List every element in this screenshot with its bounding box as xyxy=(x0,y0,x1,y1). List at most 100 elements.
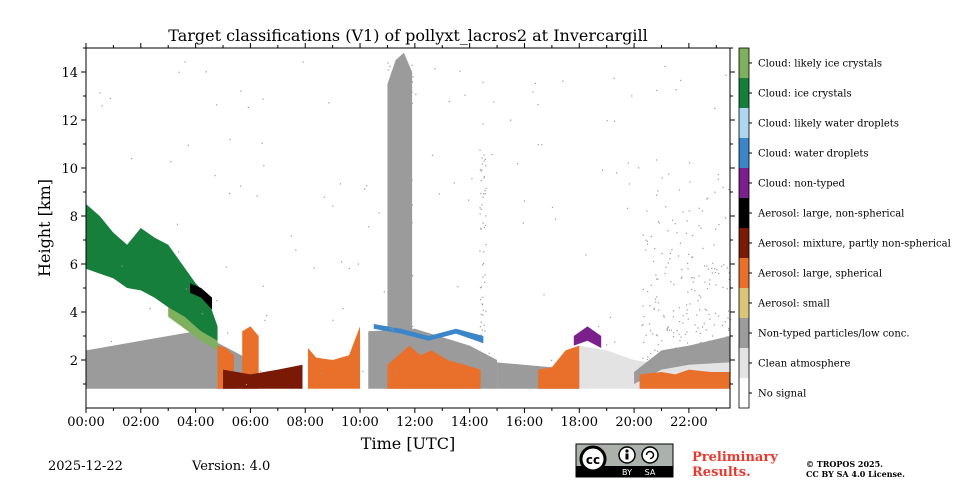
speckle xyxy=(650,352,652,355)
speckle xyxy=(650,235,652,238)
speckle xyxy=(177,251,180,253)
speckle xyxy=(302,61,304,63)
y-tick-label: 6 xyxy=(70,258,78,273)
speckle xyxy=(404,164,406,166)
footer-version: Version: 4.0 xyxy=(191,459,270,474)
speckle xyxy=(722,186,724,189)
speckle xyxy=(396,144,398,147)
speckle xyxy=(399,293,401,296)
speckle xyxy=(554,218,557,220)
speckle xyxy=(392,159,394,162)
speckle xyxy=(667,230,669,232)
speckle xyxy=(664,272,666,275)
speckle xyxy=(654,298,657,300)
speckle xyxy=(404,213,406,215)
speckle xyxy=(342,307,344,310)
x-tick-label: 12:00 xyxy=(396,415,433,430)
speckle xyxy=(485,187,487,189)
speckle xyxy=(481,163,484,165)
speckle xyxy=(704,343,706,345)
speckle xyxy=(707,268,710,270)
speckle xyxy=(646,243,649,245)
speckle xyxy=(653,307,655,309)
speckle xyxy=(677,354,679,356)
speckle xyxy=(404,216,406,218)
x-tick-label: 06:00 xyxy=(232,415,269,430)
speckle xyxy=(245,383,248,386)
speckle xyxy=(397,319,399,321)
speckle xyxy=(402,173,404,175)
speckle xyxy=(666,327,669,329)
speckle xyxy=(185,288,188,290)
speckle xyxy=(654,248,656,250)
speckle xyxy=(479,213,481,215)
speckle xyxy=(480,228,482,230)
x-tick-label: 10:00 xyxy=(341,415,378,430)
speckle xyxy=(543,294,545,296)
region-aerosol-orange-0800 xyxy=(307,326,361,389)
speckle xyxy=(398,178,400,180)
by-label: BY xyxy=(622,468,632,477)
speckle xyxy=(396,322,398,325)
speckle xyxy=(710,355,712,357)
preliminary-label-line1: Preliminary xyxy=(692,450,778,465)
speckle xyxy=(668,173,670,175)
speckle xyxy=(396,140,398,142)
speckle xyxy=(485,165,487,167)
speckle xyxy=(240,90,242,92)
speckle xyxy=(685,232,688,234)
speckle xyxy=(694,290,696,292)
speckle xyxy=(485,215,487,217)
speckle xyxy=(389,255,391,258)
speckle xyxy=(656,89,658,92)
speckle xyxy=(483,176,485,178)
speckle xyxy=(390,90,392,92)
speckle xyxy=(399,123,401,125)
speckle xyxy=(614,341,616,343)
speckle xyxy=(667,262,669,264)
speckle xyxy=(714,341,716,343)
speckle xyxy=(393,212,395,214)
speckle xyxy=(403,293,406,296)
speckle xyxy=(402,179,405,181)
speckle xyxy=(718,223,720,226)
speckle xyxy=(408,280,410,282)
legend-swatch xyxy=(739,348,749,378)
speckle xyxy=(332,205,334,207)
speckle xyxy=(409,268,412,270)
speckle xyxy=(388,166,390,168)
speckle xyxy=(393,154,395,156)
speckle xyxy=(393,152,395,154)
speckle xyxy=(485,243,487,246)
speckle xyxy=(395,203,397,205)
speckle xyxy=(708,313,710,316)
legend-label: Aerosol: large, spherical xyxy=(757,269,882,280)
region-aerosol-orange-1700 xyxy=(538,345,580,389)
speckle xyxy=(407,86,409,88)
speckle xyxy=(707,197,709,199)
speckle xyxy=(399,212,402,214)
speckle xyxy=(695,330,697,333)
speckle xyxy=(657,278,659,280)
speckle xyxy=(411,179,413,182)
speckle xyxy=(411,91,413,93)
speckle xyxy=(517,163,519,165)
speckle xyxy=(701,210,703,212)
speckle xyxy=(709,279,711,281)
speckle xyxy=(646,210,648,212)
speckle xyxy=(682,315,684,317)
speckle xyxy=(685,359,688,361)
speckle xyxy=(406,67,408,69)
speckle xyxy=(668,329,670,331)
speckle xyxy=(686,331,688,333)
speckle xyxy=(262,98,264,100)
speckle xyxy=(482,309,484,311)
speckle xyxy=(405,298,407,300)
speckle xyxy=(706,287,709,290)
speckle xyxy=(687,268,689,270)
speckle xyxy=(411,274,413,276)
speckle xyxy=(479,207,481,209)
speckle xyxy=(657,302,659,304)
speckle xyxy=(410,91,412,94)
speckle xyxy=(725,340,727,342)
